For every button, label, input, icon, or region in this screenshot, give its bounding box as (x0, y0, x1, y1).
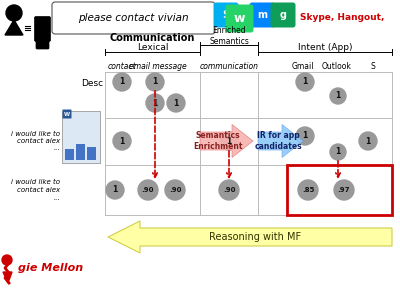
Text: S: S (222, 10, 230, 20)
Text: .90: .90 (169, 187, 181, 193)
Circle shape (298, 180, 318, 200)
Text: Lexical: Lexical (137, 44, 168, 52)
Polygon shape (3, 272, 12, 283)
Text: Skype, Hangout,: Skype, Hangout, (300, 13, 384, 22)
Text: Desc: Desc (81, 79, 103, 88)
Text: 1: 1 (335, 92, 341, 100)
Text: Communication: Communication (109, 33, 195, 43)
Circle shape (330, 144, 346, 160)
Text: 1: 1 (226, 136, 232, 146)
Text: Reasoning with MF: Reasoning with MF (209, 232, 301, 242)
Circle shape (330, 88, 346, 104)
Text: 1: 1 (152, 98, 158, 107)
Bar (76, 143, 85, 160)
Text: 1: 1 (302, 131, 308, 140)
Text: contact: contact (108, 62, 136, 71)
Text: w: w (233, 11, 245, 25)
Polygon shape (108, 221, 392, 253)
Circle shape (106, 181, 124, 199)
FancyBboxPatch shape (250, 2, 274, 28)
Circle shape (113, 73, 131, 91)
Text: i would like to
contact alex
...: i would like to contact alex ... (11, 130, 60, 152)
Text: .85: .85 (302, 187, 314, 193)
Text: email message: email message (129, 62, 187, 71)
FancyBboxPatch shape (36, 37, 49, 49)
Text: please contact vivian: please contact vivian (78, 13, 189, 23)
Circle shape (296, 73, 314, 91)
Bar (65, 149, 74, 160)
Text: 1: 1 (119, 136, 125, 146)
Text: communication: communication (200, 62, 258, 71)
Text: 1: 1 (335, 148, 341, 157)
Text: S: S (371, 62, 375, 71)
Circle shape (6, 5, 22, 21)
Circle shape (146, 73, 164, 91)
FancyBboxPatch shape (214, 2, 238, 28)
Text: i would like to
contact alex
...: i would like to contact alex ... (11, 179, 60, 200)
Text: g: g (280, 10, 286, 20)
Circle shape (359, 132, 377, 150)
Text: IR for app
candidates: IR for app candidates (254, 131, 302, 151)
Text: W: W (64, 112, 70, 116)
Bar (287, 165, 392, 215)
FancyBboxPatch shape (270, 2, 296, 28)
Text: m: m (257, 10, 267, 20)
FancyBboxPatch shape (34, 16, 50, 41)
Circle shape (146, 94, 164, 112)
Text: gie Mellon: gie Mellon (18, 263, 83, 273)
Text: Enriched
Semantics: Enriched Semantics (209, 26, 249, 46)
Circle shape (138, 180, 158, 200)
Text: 1: 1 (173, 98, 179, 107)
Bar (62, 111, 100, 163)
Circle shape (219, 180, 239, 200)
Text: Semantics
Enrichment: Semantics Enrichment (193, 131, 243, 151)
Polygon shape (200, 124, 253, 158)
Text: 1: 1 (365, 136, 371, 146)
Circle shape (334, 180, 354, 200)
Bar (87, 147, 96, 160)
FancyBboxPatch shape (52, 2, 215, 34)
Text: Intent (App): Intent (App) (298, 44, 352, 52)
Circle shape (2, 255, 12, 265)
Circle shape (296, 127, 314, 145)
Circle shape (167, 94, 185, 112)
Text: 1: 1 (302, 77, 308, 86)
Circle shape (165, 180, 185, 200)
Text: .90: .90 (223, 187, 235, 193)
Text: Outlook: Outlook (322, 62, 352, 71)
Text: Gmail: Gmail (292, 62, 314, 71)
Text: .97: .97 (338, 187, 350, 193)
Text: 1: 1 (152, 77, 158, 86)
Circle shape (220, 132, 238, 150)
Circle shape (113, 132, 131, 150)
Polygon shape (5, 20, 23, 35)
Text: .90: .90 (142, 187, 154, 193)
Polygon shape (258, 124, 303, 158)
FancyBboxPatch shape (62, 110, 72, 118)
Text: 1: 1 (119, 77, 125, 86)
Text: 1: 1 (112, 185, 118, 194)
FancyBboxPatch shape (226, 4, 254, 32)
